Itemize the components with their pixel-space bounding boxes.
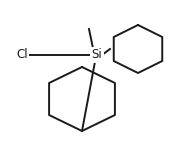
- Text: Si: Si: [92, 48, 102, 61]
- Text: Cl: Cl: [16, 48, 28, 61]
